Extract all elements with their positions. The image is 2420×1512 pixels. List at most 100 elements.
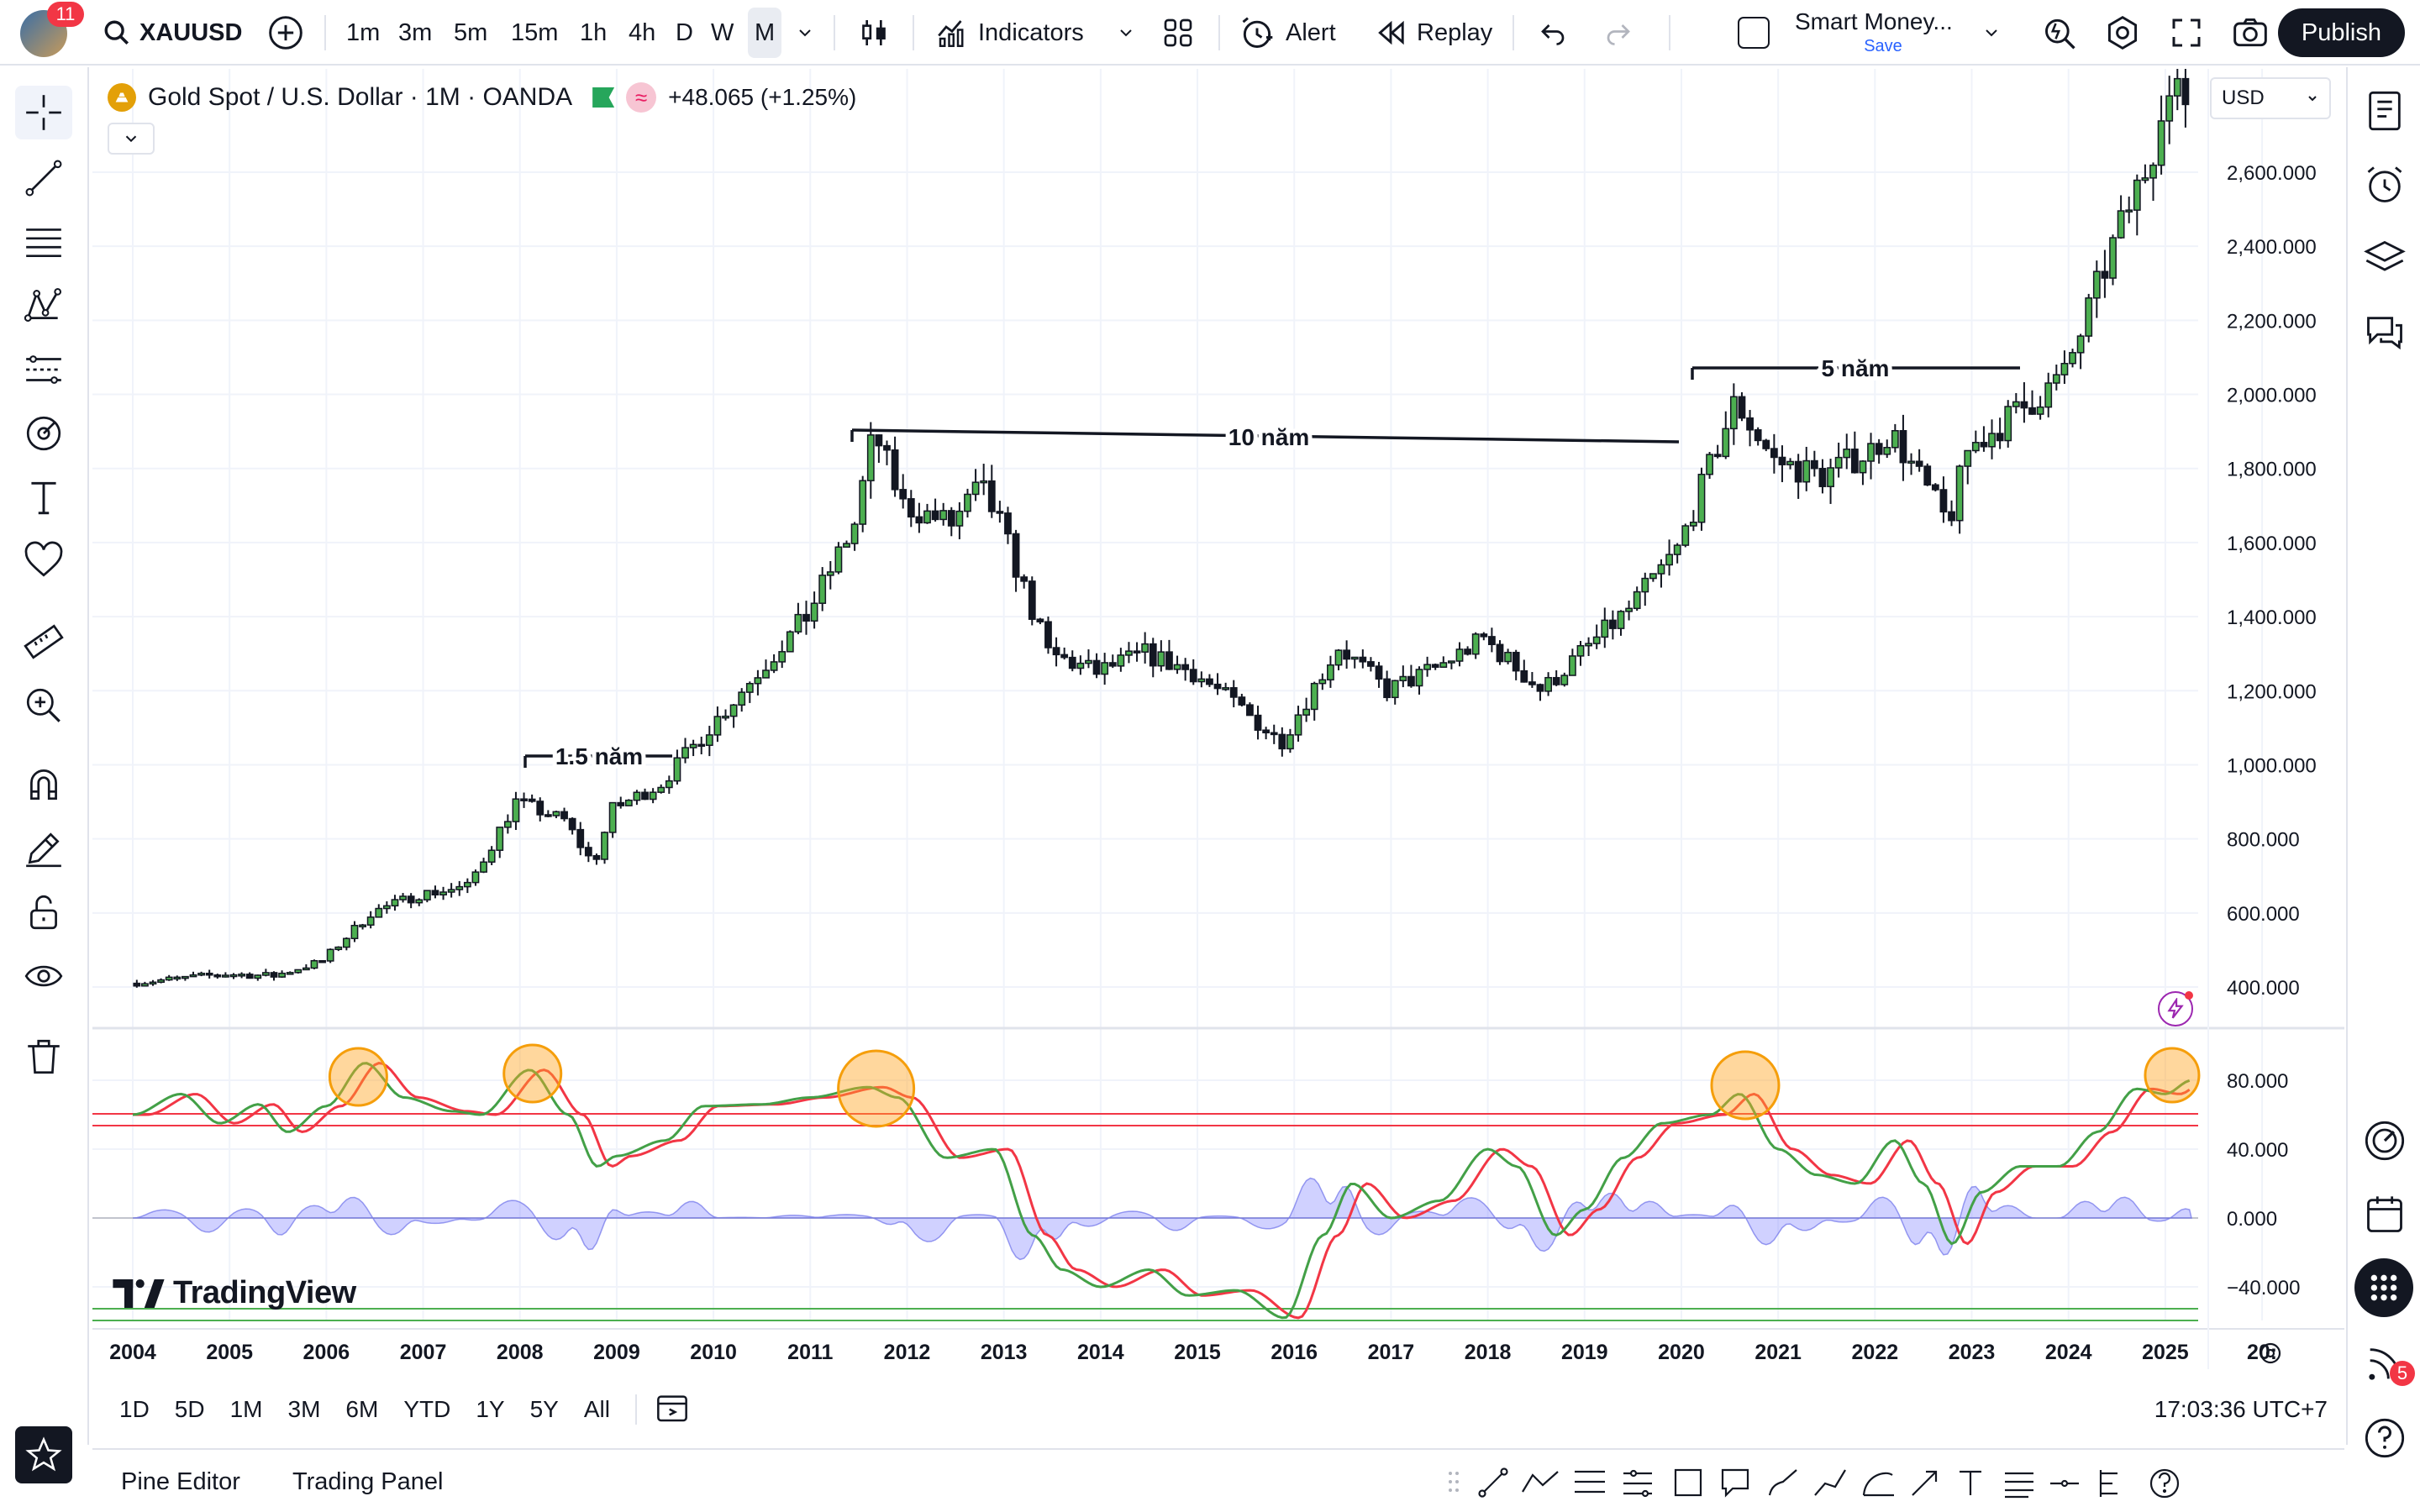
price-chart[interactable]: 2,600.000 2,400.000 2,200.000 2,000.000 1,80…: [92, 53, 2344, 1369]
range-1d[interactable]: 1D: [119, 1396, 150, 1422]
zoom-in-tool[interactable]: [15, 679, 72, 732]
timeframe-5m[interactable]: 5m: [454, 18, 488, 46]
shortcut-path-icon[interactable]: [1814, 1469, 1846, 1496]
layout-dropdown[interactable]: [1981, 0, 2002, 66]
indicators-dropdown[interactable]: [1116, 0, 1136, 66]
products-button[interactable]: [2354, 1258, 2413, 1317]
shortcut-callout-icon[interactable]: [1721, 1468, 1749, 1498]
shortcut-arc-icon[interactable]: [1862, 1472, 1894, 1497]
candle-body: [1359, 656, 1367, 663]
stay-in-drawing-tool[interactable]: [15, 822, 72, 875]
brush-tool[interactable]: [15, 407, 72, 460]
shortcut-arrow-icon[interactable]: [1912, 1470, 1938, 1496]
shortcut-horizontal-line-icon[interactable]: [2050, 1479, 2079, 1488]
tab-pine-editor[interactable]: Pine Editor: [121, 1467, 240, 1495]
gear-icon: [2107, 15, 2138, 50]
chats-button[interactable]: [2358, 306, 2412, 360]
shortcut-help-icon[interactable]: [2149, 1468, 2180, 1499]
symbol-search[interactable]: XAUUSD: [103, 0, 242, 66]
candle-body: [2092, 270, 2101, 299]
timeframe-1h[interactable]: 1h: [580, 18, 608, 46]
alerts-button[interactable]: [2358, 158, 2412, 212]
shortcut-polyline-icon[interactable]: [1522, 1471, 1559, 1493]
quick-search-button[interactable]: [2042, 0, 2079, 66]
time-axis-label: 2012: [884, 1341, 931, 1364]
measure-tool[interactable]: [15, 615, 72, 669]
undo-button[interactable]: [1538, 0, 1568, 66]
shortcut-fib-icon[interactable]: [1575, 1470, 1605, 1494]
alert-button[interactable]: Alert: [1239, 0, 1336, 66]
range-3m[interactable]: 3M: [287, 1396, 321, 1422]
timeframe-4h[interactable]: 4h: [629, 18, 656, 46]
range-1y[interactable]: 1Y: [476, 1396, 505, 1422]
crosshair-tool[interactable]: [15, 86, 72, 139]
help-button[interactable]: [2358, 1411, 2412, 1465]
range-5d[interactable]: 5D: [174, 1396, 205, 1422]
candle-body: [536, 801, 544, 816]
magnet-tool[interactable]: [15, 758, 72, 811]
goto-date-button[interactable]: [655, 1391, 689, 1429]
clock-timezone[interactable]: 17:03:36 UTC+7: [2154, 1396, 2328, 1422]
trend-line-tool[interactable]: [15, 151, 72, 205]
icon-tool[interactable]: [15, 534, 72, 588]
range-1m[interactable]: 1M: [229, 1396, 263, 1422]
remove-drawings-tool[interactable]: [15, 1030, 72, 1084]
help-icon: [2365, 1418, 2405, 1458]
legend-collapse-button[interactable]: [108, 123, 155, 155]
text-tool[interactable]: [15, 470, 72, 524]
templates-button[interactable]: [1161, 0, 1195, 66]
pattern-tool[interactable]: [15, 279, 72, 333]
timeframe-15m[interactable]: 15m: [511, 18, 559, 46]
timeframe-dropdown[interactable]: [795, 0, 815, 66]
currency-selector[interactable]: USD: [2210, 77, 2331, 119]
shortcut-trend-line-icon[interactable]: [1478, 1467, 1508, 1498]
object-tree-button[interactable]: [2358, 232, 2412, 286]
hide-drawings-tool[interactable]: [15, 949, 72, 1003]
time-axis-settings-icon[interactable]: [2260, 1342, 2281, 1364]
range-5y[interactable]: 5Y: [529, 1396, 559, 1422]
layout-toggle[interactable]: [1738, 0, 1770, 66]
drag-handle-icon[interactable]: [1449, 1472, 1459, 1492]
snapshot-button[interactable]: [2232, 0, 2269, 66]
watchlist-button[interactable]: [2358, 84, 2412, 138]
timeframe-m[interactable]: M: [748, 8, 782, 58]
candle-body: [1915, 460, 1923, 467]
timeframe-1m[interactable]: 1m: [346, 18, 381, 46]
chart-pane[interactable]: 2,600.000 2,400.000 2,200.000 2,000.000 1,80…: [92, 53, 2344, 1369]
fib-retracement-tool[interactable]: [15, 215, 72, 269]
compare-symbol-button[interactable]: [267, 0, 304, 66]
tab-trading-panel[interactable]: Trading Panel: [292, 1467, 444, 1495]
market-overview-button[interactable]: [2358, 1114, 2412, 1168]
fullscreen-button[interactable]: [2170, 0, 2203, 66]
replay-button[interactable]: Replay: [1375, 0, 1492, 66]
forecast-tool[interactable]: [15, 343, 72, 396]
annotation-label-5-years[interactable]: 5 năm: [1818, 351, 1894, 386]
timeframe-w[interactable]: W: [711, 18, 734, 46]
shortcut-text-icon[interactable]: [1960, 1470, 1981, 1495]
favorites-button[interactable]: [15, 1426, 72, 1483]
annotation-label-10-years[interactable]: 10 năm: [1224, 420, 1314, 454]
symbol-title[interactable]: Gold Spot / U.S. Dollar · 1M · OANDA: [148, 83, 573, 111]
layout-checkbox[interactable]: [1738, 17, 1770, 49]
indicators-button[interactable]: Indicators: [934, 0, 1084, 66]
timeframe-3m[interactable]: 3m: [398, 18, 433, 46]
annotation-label-1-5-years[interactable]: 1.5 năm: [551, 739, 647, 774]
calendar-button[interactable]: [2358, 1188, 2412, 1242]
candle-body: [1302, 708, 1311, 716]
layout-name[interactable]: Smart Money... Save: [1795, 8, 1971, 59]
timeframe-d[interactable]: D: [676, 18, 693, 46]
range-ytd[interactable]: YTD: [403, 1396, 451, 1422]
shortcut-brush-icon[interactable]: [1768, 1469, 1797, 1496]
redo-button[interactable]: [1603, 0, 1634, 66]
alerts-lightning-button[interactable]: [2158, 991, 2193, 1026]
chart-type-button[interactable]: [857, 0, 891, 66]
shortcut-long-position-icon[interactable]: [2099, 1470, 2118, 1497]
range-all[interactable]: All: [583, 1396, 610, 1422]
shortcut-channel-icon[interactable]: [1623, 1469, 1652, 1498]
range-6m[interactable]: 6M: [345, 1396, 379, 1422]
lock-drawings-tool[interactable]: [15, 885, 72, 939]
shortcut-lines-icon[interactable]: [2005, 1472, 2033, 1499]
shortcut-rectangle-icon[interactable]: [1674, 1468, 1702, 1497]
settings-button[interactable]: [2104, 0, 2141, 66]
publish-button[interactable]: Publish: [2277, 8, 2405, 57]
